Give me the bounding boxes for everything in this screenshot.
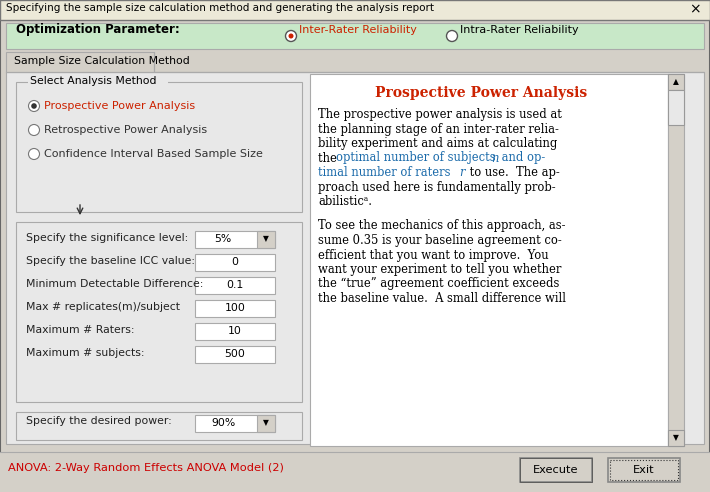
Bar	[195, 323, 275, 340]
Text: n: n	[491, 152, 498, 164]
Bar	[16, 412, 302, 440]
Text: optimal number of subjects: optimal number of subjects	[336, 152, 499, 164]
Circle shape	[28, 149, 40, 159]
Text: Sample Size Calculation Method: Sample Size Calculation Method	[14, 56, 190, 66]
Bar	[310, 74, 668, 446]
Text: Select Analysis Method: Select Analysis Method	[30, 76, 156, 86]
Text: ▲: ▲	[673, 78, 679, 87]
Bar	[668, 74, 684, 90]
Text: Maximum # subjects:: Maximum # subjects:	[26, 348, 145, 358]
Bar	[257, 231, 275, 248]
Bar	[6, 72, 704, 444]
Text: 0: 0	[231, 257, 239, 267]
Bar	[520, 458, 592, 482]
Bar	[195, 231, 275, 248]
Text: 10: 10	[228, 326, 242, 336]
Text: to use.  The ap-: to use. The ap-	[466, 166, 559, 179]
Text: 100: 100	[224, 303, 246, 313]
Bar	[195, 346, 275, 363]
Text: ▼: ▼	[673, 433, 679, 442]
Text: the planning stage of an inter-rater relia-: the planning stage of an inter-rater rel…	[318, 123, 559, 135]
Bar	[195, 254, 275, 271]
Bar	[608, 458, 680, 482]
Text: Specifying the sample size calculation method and generating the analysis report: Specifying the sample size calculation m…	[6, 3, 434, 13]
Text: the baseline value.  A small difference will: the baseline value. A small difference w…	[318, 292, 566, 305]
Text: Maximum # Raters:: Maximum # Raters:	[26, 325, 134, 335]
Text: the “true” agreement coefficient exceeds: the “true” agreement coefficient exceeds	[318, 277, 559, 290]
Text: Prospective Power Analysis: Prospective Power Analysis	[375, 86, 587, 100]
Text: timal number of raters: timal number of raters	[318, 166, 454, 179]
Text: Specify the significance level:: Specify the significance level:	[26, 233, 188, 243]
Bar	[6, 23, 704, 49]
Text: proach used here is fundamentally prob-: proach used here is fundamentally prob-	[318, 181, 556, 193]
Bar	[610, 460, 678, 480]
Text: 5%: 5%	[214, 234, 231, 244]
Bar	[520, 458, 592, 482]
Bar	[195, 300, 275, 317]
Bar	[195, 415, 275, 432]
Text: ANOVA: 2-Way Random Effects ANOVA Model (2): ANOVA: 2-Way Random Effects ANOVA Model …	[8, 463, 284, 473]
Circle shape	[28, 100, 40, 112]
Text: ×: ×	[689, 2, 701, 16]
Text: The prospective power analysis is used at: The prospective power analysis is used a…	[318, 108, 562, 121]
Bar	[668, 430, 684, 446]
Text: 0.1: 0.1	[226, 280, 244, 290]
Text: r: r	[459, 166, 464, 179]
Text: Intra-Rater Reliability: Intra-Rater Reliability	[460, 25, 579, 35]
Text: sume 0.35 is your baseline agreement co-: sume 0.35 is your baseline agreement co-	[318, 234, 562, 247]
Text: Retrospective Power Analysis: Retrospective Power Analysis	[44, 125, 207, 135]
Text: abilisticᵃ.: abilisticᵃ.	[318, 195, 372, 208]
Text: Execute: Execute	[533, 465, 579, 475]
Text: the: the	[318, 152, 341, 164]
Bar	[0, 452, 710, 492]
Text: bility experiment and aims at calculating: bility experiment and aims at calculatin…	[318, 137, 557, 150]
Bar	[668, 90, 684, 125]
Bar	[16, 222, 302, 402]
Text: Confidence Interval Based Sample Size: Confidence Interval Based Sample Size	[44, 149, 263, 159]
Text: ▼: ▼	[263, 235, 269, 244]
Text: and op-: and op-	[498, 152, 545, 164]
Circle shape	[31, 103, 37, 109]
Bar	[6, 52, 154, 72]
Bar	[195, 277, 275, 294]
Text: ▼: ▼	[263, 419, 269, 428]
Text: Prospective Power Analysis: Prospective Power Analysis	[44, 101, 195, 111]
Text: Minimum Detectable Difference:: Minimum Detectable Difference:	[26, 279, 203, 289]
Circle shape	[285, 31, 297, 41]
Text: Optimization Parameter:: Optimization Parameter:	[16, 24, 180, 36]
Text: Max # replicates(m)/subject: Max # replicates(m)/subject	[26, 302, 180, 312]
Text: Inter-Rater Reliability: Inter-Rater Reliability	[299, 25, 417, 35]
Bar	[16, 82, 302, 212]
Circle shape	[288, 33, 293, 38]
Bar	[28, 80, 168, 88]
Text: 500: 500	[224, 349, 246, 359]
Text: 90%: 90%	[211, 418, 235, 428]
Text: To see the mechanics of this approach, as-: To see the mechanics of this approach, a…	[318, 219, 565, 233]
Text: Specify the desired power:: Specify the desired power:	[26, 416, 172, 426]
Bar	[0, 0, 710, 20]
Text: Exit: Exit	[633, 465, 655, 475]
Bar	[257, 415, 275, 432]
Circle shape	[28, 124, 40, 135]
Circle shape	[447, 31, 457, 41]
Bar	[668, 74, 684, 446]
Text: efficient that you want to improve.  You: efficient that you want to improve. You	[318, 248, 549, 262]
Text: want your experiment to tell you whether: want your experiment to tell you whether	[318, 263, 562, 276]
Text: Specify the baseline ICC value:: Specify the baseline ICC value:	[26, 256, 195, 266]
